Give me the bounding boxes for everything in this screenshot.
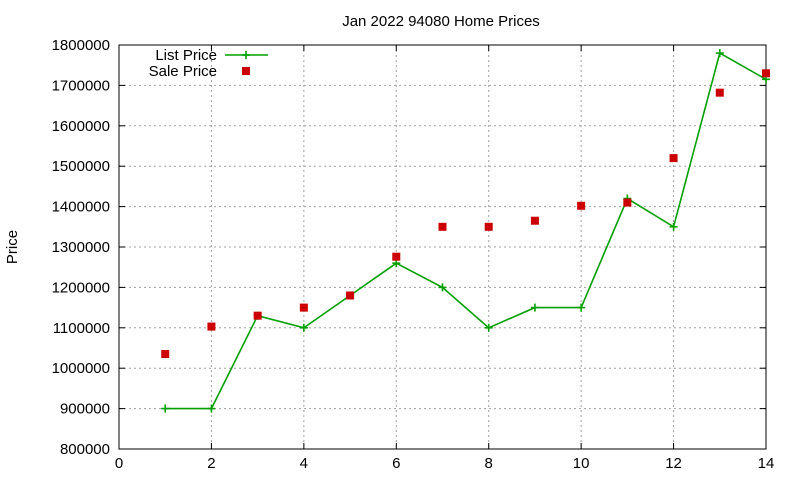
y-axis-label: Price [4,230,21,264]
series-line [165,51,767,410]
data-point [530,303,539,312]
y-tick-label: 1800000 [52,37,110,54]
data-point [669,222,678,231]
y-tick-label: 1100000 [53,320,110,337]
data-point [623,198,632,207]
data-point [715,49,724,58]
data-point [669,154,678,163]
y-tick-label: 1000000 [52,360,110,377]
data-point [438,222,447,231]
x-tick-label: 14 [758,455,775,472]
data-point [161,350,170,359]
y-tick-label: 1400000 [52,199,110,216]
series-layer [161,49,770,413]
data-point [577,303,586,312]
axes: 0 2 4 6 8 10 12 14 800000 900000 1000000 1100000 120… [52,37,775,472]
chart-title: Jan 2022 94080 Home Prices [342,13,540,30]
data-point [207,404,216,413]
x-tick-label: 4 [300,455,308,472]
data-point [346,291,355,300]
x-tick-label: 2 [207,455,215,472]
data-point [253,311,262,320]
data-point [438,283,447,292]
data-point [715,88,724,97]
y-tick-label: 1200000 [52,279,110,296]
y-tick-label: 900000 [60,401,110,418]
data-point [484,222,493,231]
series-sale-price [161,69,770,359]
y-tick-label: 1700000 [52,77,110,94]
plot-frame [118,44,767,450]
data-point [530,216,539,225]
x-tick-label: 8 [485,455,493,472]
data-point [161,404,170,413]
y-tick-label: 1300000 [52,239,110,256]
data-point [577,201,586,210]
data-point [484,323,493,332]
data-point [392,252,401,261]
data-point [299,323,308,332]
series-list-price [161,49,770,413]
legend-marker [242,67,250,75]
x-tick-label: 12 [665,455,682,472]
legend-label: List Price [155,47,217,64]
data-point [762,69,770,78]
legend-marker [242,51,250,59]
y-tick-label: 800000 [60,441,110,458]
x-tick-label: 10 [573,455,590,472]
data-point [207,322,216,331]
grid [119,45,766,449]
y-tick-label: 1500000 [52,158,110,175]
legend-label: Sale Price [149,63,217,80]
x-tick-label: 6 [392,455,400,472]
x-tick-label: 0 [115,455,123,472]
data-point [299,303,308,312]
y-tick-label: 1600000 [52,118,110,135]
